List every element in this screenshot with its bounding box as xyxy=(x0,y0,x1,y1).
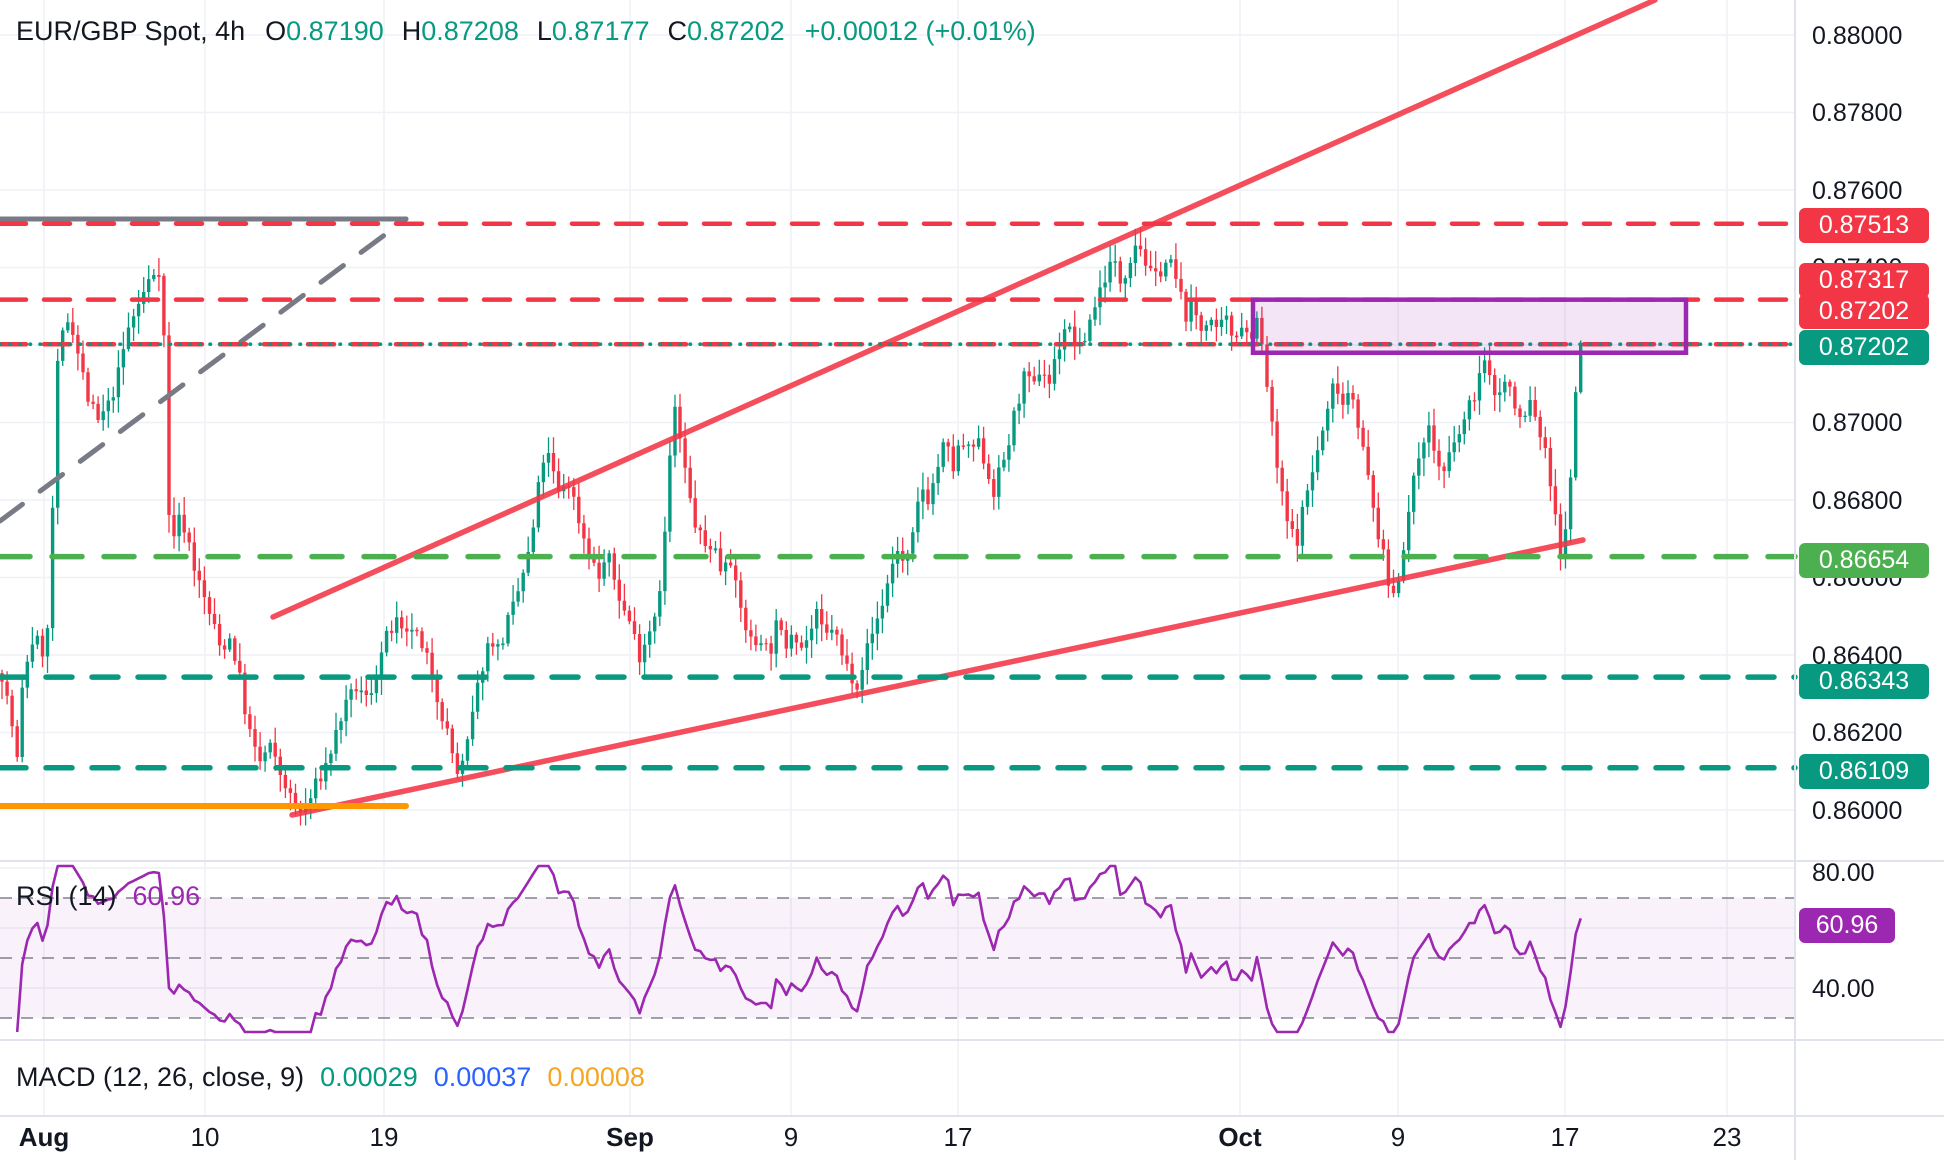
price-axis-badge: 0.87202 xyxy=(1799,293,1929,329)
macd-value: 0.00008 xyxy=(547,1062,645,1092)
time-axis-label: 19 xyxy=(369,1122,399,1152)
symbol-title[interactable]: EUR/GBP Spot, 4h xyxy=(16,16,246,46)
legend-ohlc-item: C0.87202 xyxy=(667,16,785,46)
gray-ascending-line[interactable] xyxy=(0,216,409,524)
legend-ohlc-item: O0.87190 xyxy=(265,16,384,46)
macd-values: 0.00029 0.00037 0.00008 xyxy=(320,1062,645,1093)
price-axis-tick: 0.87000 xyxy=(1812,409,1903,437)
price-axis-tick: 0.87800 xyxy=(1812,99,1903,127)
rsi-value: 60.96 xyxy=(132,881,201,911)
price-axis-tick: 0.87600 xyxy=(1812,177,1903,205)
price-axis-tick: 0.88000 xyxy=(1812,22,1903,50)
price-axis-badge: 0.86343 xyxy=(1799,663,1929,699)
supply-zone[interactable] xyxy=(1250,297,1689,356)
time-axis-label: Aug xyxy=(18,1122,70,1152)
chart-drawings[interactable] xyxy=(0,0,1798,818)
legend-ohlc-item: L0.87177 xyxy=(536,16,650,46)
price-axis-badge: 0.87513 xyxy=(1799,207,1929,243)
rsi-band xyxy=(0,897,1795,1019)
symbol-legend: EUR/GBP Spot, 4h O0.87190 H0.87208 L0.8717… xyxy=(16,16,1036,47)
macd-indicator-legend: MACD (12, 26, close, 9) 0.00029 0.00037 0.… xyxy=(16,1062,645,1093)
time-axis-label: 10 xyxy=(190,1122,220,1152)
price-axis-tick: 0.86200 xyxy=(1812,719,1903,747)
price-axis-badge: 0.86109 xyxy=(1799,753,1929,789)
time-axis-label: Oct xyxy=(1218,1122,1262,1152)
macd-value: 0.00029 xyxy=(320,1062,418,1092)
time-axis-label: 9 xyxy=(783,1122,799,1152)
time-axis-label: Sep xyxy=(606,1122,654,1152)
price-axis-tick: 0.86000 xyxy=(1812,797,1903,825)
price-axis-badge: 0.86654 xyxy=(1799,542,1929,578)
price-axis-badge: 0.87202 xyxy=(1799,329,1929,365)
rsi-indicator-legend: RSI (14) 60.96 xyxy=(16,881,200,912)
price-axis-badge: 60.96 xyxy=(1799,907,1895,943)
price-axis-tick: 40.00 xyxy=(1812,975,1875,1003)
upper-wedge-trendline[interactable] xyxy=(270,0,1658,620)
price-change: +0.00012 (+0.01%) xyxy=(804,16,1036,46)
rsi-label[interactable]: RSI (14) xyxy=(16,881,117,911)
time-axis-label: 17 xyxy=(943,1122,973,1152)
time-axis-label: 23 xyxy=(1712,1122,1742,1152)
ohlc-values: O0.87190 H0.87208 L0.87177 C0.87202 xyxy=(265,16,784,47)
macd-value: 0.00037 xyxy=(433,1062,532,1092)
macd-label[interactable]: MACD (12, 26, close, 9) xyxy=(16,1062,305,1092)
time-axis-label: 9 xyxy=(1390,1122,1406,1152)
price-axis-badge: 0.87317 xyxy=(1799,262,1929,298)
rsi-line[interactable] xyxy=(15,864,1582,1034)
time-axis-label: 17 xyxy=(1550,1122,1580,1152)
price-axis-tick: 80.00 xyxy=(1812,859,1875,887)
legend-ohlc-item: H0.87208 xyxy=(401,16,519,46)
price-axis-tick: 0.86800 xyxy=(1812,487,1903,515)
